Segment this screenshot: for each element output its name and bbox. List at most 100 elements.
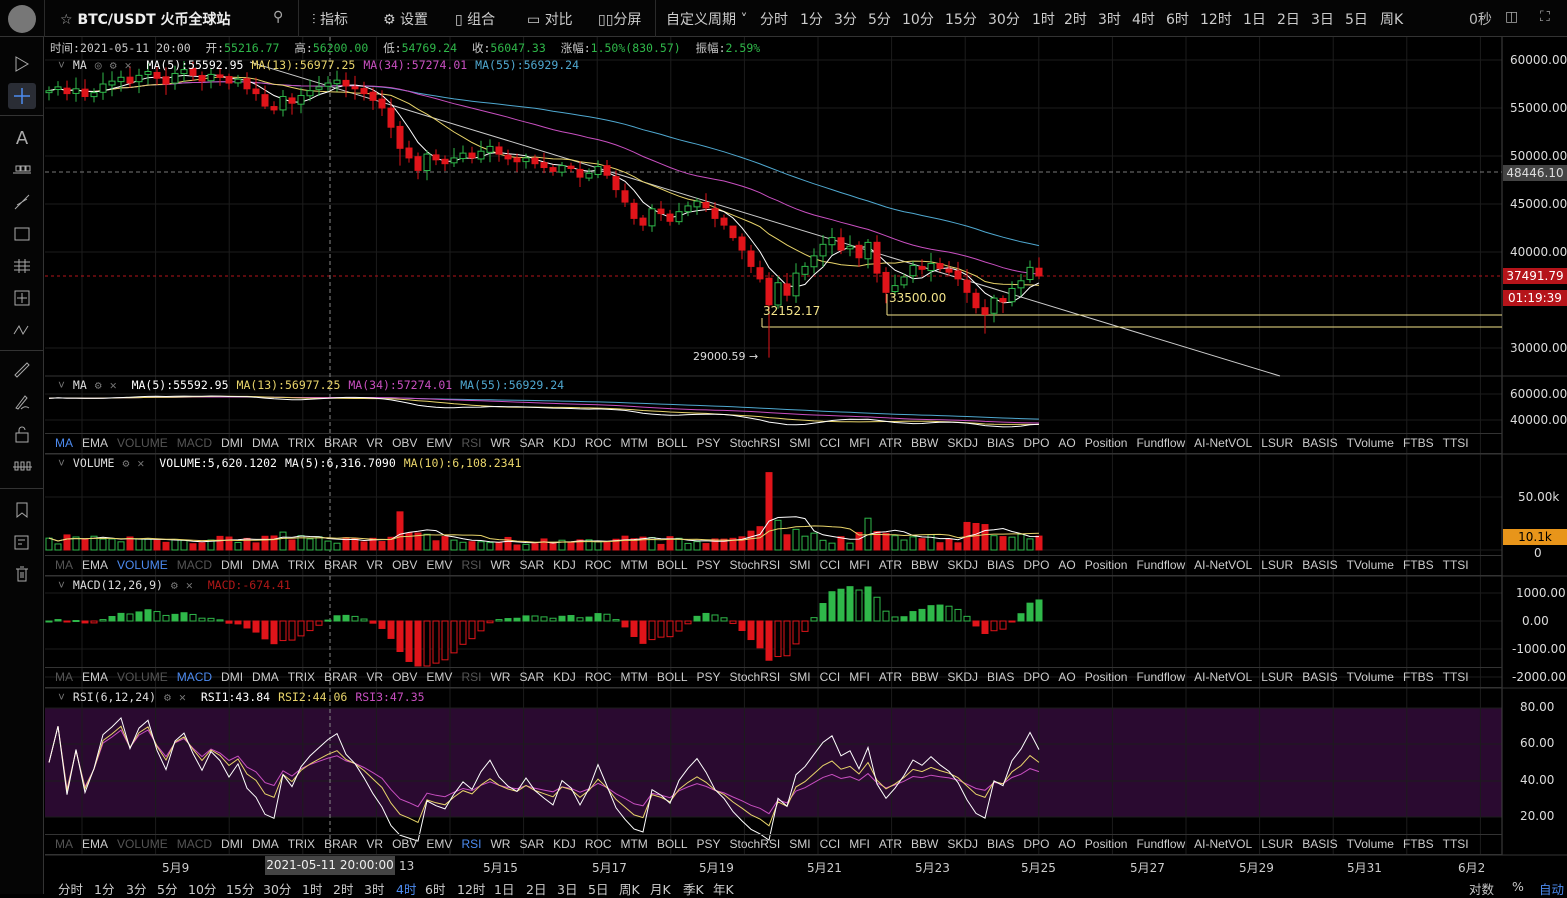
- indicator-tab-psy[interactable]: PSY: [696, 670, 721, 684]
- indicator-tab-ema[interactable]: EMA: [82, 670, 109, 684]
- indicator-tab-lsur[interactable]: LSUR: [1261, 436, 1294, 450]
- indicator-tab-bias[interactable]: BIAS: [987, 837, 1015, 851]
- indicator-tab-bias[interactable]: BIAS: [987, 558, 1015, 572]
- indicator-tab-skdj[interactable]: SKDJ: [947, 837, 979, 851]
- period-30分[interactable]: 30分: [988, 12, 1020, 28]
- indicator-tab-ai-netvol[interactable]: AI-NetVOL: [1194, 670, 1253, 684]
- indicator-tab-basis[interactable]: BASIS: [1302, 837, 1338, 851]
- bottom-period-3分[interactable]: 3分: [126, 882, 147, 897]
- indicator-tab-tvolume[interactable]: TVolume: [1346, 670, 1394, 684]
- indicator-tab-lsur[interactable]: LSUR: [1261, 670, 1294, 684]
- indicator-tab-trix[interactable]: TRIX: [287, 558, 316, 572]
- indicator-tab-dpo[interactable]: DPO: [1023, 670, 1050, 684]
- settings-icon[interactable]: ⚙: [109, 58, 117, 72]
- period-3分[interactable]: 3分: [834, 12, 857, 28]
- indicator-tab-psy[interactable]: PSY: [696, 558, 721, 572]
- indicator-tab-mtm[interactable]: MTM: [620, 837, 648, 851]
- pointer-icon[interactable]: [8, 51, 36, 77]
- period-2日[interactable]: 2日: [1277, 12, 1300, 28]
- close-icon[interactable]: ✕: [178, 690, 186, 704]
- indicator-tab-roc[interactable]: ROC: [584, 670, 612, 684]
- indicator-tab-dmi[interactable]: DMI: [221, 670, 244, 684]
- indicator-tab-mtm[interactable]: MTM: [620, 436, 648, 450]
- indicator-tab-ttsi[interactable]: TTSI: [1442, 558, 1469, 572]
- indicator-tab-lsur[interactable]: LSUR: [1261, 558, 1294, 572]
- indicator-tab-skdj[interactable]: SKDJ: [947, 670, 979, 684]
- indicator-tab-tvolume[interactable]: TVolume: [1346, 558, 1394, 572]
- bottom-period-10分[interactable]: 10分: [188, 882, 217, 897]
- indicator-tab-ma[interactable]: MA: [55, 837, 73, 851]
- combo-button[interactable]: ▯ 组合: [455, 12, 496, 28]
- indicator-tab-trix[interactable]: TRIX: [287, 436, 316, 450]
- period-12时[interactable]: 12时: [1200, 12, 1232, 28]
- indicator-tab-fundflow[interactable]: Fundflow: [1136, 558, 1186, 572]
- period-6时[interactable]: 6时: [1166, 12, 1189, 28]
- text-icon[interactable]: A: [15, 127, 29, 149]
- indicator-tab-brar[interactable]: BRAR: [324, 670, 358, 684]
- auto-scale-toggle[interactable]: 自动: [1539, 882, 1565, 897]
- bottom-period-12时[interactable]: 12时: [457, 882, 486, 897]
- indicator-tab-kdj[interactable]: KDJ: [553, 670, 576, 684]
- indicator-tab-boll[interactable]: BOLL: [656, 837, 688, 851]
- pen-icon[interactable]: [8, 389, 36, 415]
- indicator-tab-position[interactable]: Position: [1084, 436, 1128, 450]
- bottom-period-1日[interactable]: 1日: [494, 882, 515, 897]
- indicator-tab-psy[interactable]: PSY: [696, 837, 721, 851]
- indicator-tab-psy[interactable]: PSY: [696, 436, 721, 450]
- indicator-tab-rsi[interactable]: RSI: [461, 558, 482, 572]
- indicator-tab-brar[interactable]: BRAR: [324, 837, 358, 851]
- indicator-tab-basis[interactable]: BASIS: [1302, 670, 1338, 684]
- indicator-tab-macd[interactable]: MACD: [176, 436, 213, 450]
- indicator-tab-mtm[interactable]: MTM: [620, 670, 648, 684]
- custom-period-dropdown[interactable]: 自定义周期 ˅: [666, 12, 748, 28]
- bottom-period-分时[interactable]: 分时: [58, 882, 84, 897]
- rectangle-icon[interactable]: [8, 221, 36, 247]
- indicator-tab-obv[interactable]: OBV: [392, 837, 418, 851]
- indicator-tab-trix[interactable]: TRIX: [287, 670, 316, 684]
- indicator-tab-ftbs[interactable]: FTBS: [1402, 436, 1434, 450]
- indicator-tab-fundflow[interactable]: Fundflow: [1136, 436, 1186, 450]
- indicator-tab-stochrsi[interactable]: StochRSI: [729, 436, 781, 450]
- indicator-tab-sar[interactable]: SAR: [519, 670, 545, 684]
- indicator-tab-tvolume[interactable]: TVolume: [1346, 837, 1394, 851]
- camera-icon[interactable]: ◫: [1505, 9, 1519, 25]
- indicator-tab-ai-netvol[interactable]: AI-NetVOL: [1194, 436, 1253, 450]
- bottom-period-1分[interactable]: 1分: [94, 882, 115, 897]
- indicator-tab-dpo[interactable]: DPO: [1023, 837, 1050, 851]
- indicator-tab-emv[interactable]: EMV: [426, 558, 453, 572]
- close-icon[interactable]: ✕: [137, 456, 145, 470]
- indicator-tab-volume[interactable]: VOLUME: [117, 670, 168, 684]
- bottom-period-3日[interactable]: 3日: [557, 882, 578, 897]
- split-screen-button[interactable]: ▯▯分屏: [598, 12, 642, 28]
- indicator-tab-sar[interactable]: SAR: [519, 436, 545, 450]
- bottom-period-1时[interactable]: 1时: [302, 882, 323, 897]
- settings-icon[interactable]: ⚙: [164, 690, 171, 704]
- bottom-period-周K[interactable]: 周K: [619, 882, 640, 897]
- period-5日[interactable]: 5日: [1345, 12, 1368, 28]
- indicator-tab-macd[interactable]: MACD: [176, 837, 213, 851]
- indicator-tab-basis[interactable]: BASIS: [1302, 436, 1338, 450]
- ruler-icon[interactable]: [8, 357, 36, 383]
- indicators-button[interactable]: ⫶ 指标: [312, 12, 348, 28]
- indicator-tab-rsi[interactable]: RSI: [461, 837, 482, 851]
- indicator-tab-ema[interactable]: EMA: [82, 436, 109, 450]
- close-icon[interactable]: ✕: [185, 578, 193, 592]
- indicator-tab-vr[interactable]: VR: [366, 558, 384, 572]
- indicator-tab-vr[interactable]: VR: [366, 436, 384, 450]
- indicator-tab-position[interactable]: Position: [1084, 670, 1128, 684]
- indicator-tab-bbw[interactable]: BBW: [911, 558, 939, 572]
- indicator-tab-smi[interactable]: SMI: [789, 558, 811, 572]
- wave-icon[interactable]: [8, 317, 36, 343]
- indicator-tab-dmi[interactable]: DMI: [221, 837, 244, 851]
- period-4时[interactable]: 4时: [1132, 12, 1155, 28]
- bottom-period-5分[interactable]: 5分: [157, 882, 178, 897]
- indicator-tab-roc[interactable]: ROC: [584, 436, 612, 450]
- indicator-tab-ao[interactable]: AO: [1058, 436, 1076, 450]
- indicator-tab-ftbs[interactable]: FTBS: [1402, 837, 1434, 851]
- fullscreen-icon[interactable]: ⛶: [1540, 9, 1550, 25]
- indicator-tab-dma[interactable]: DMA: [252, 558, 279, 572]
- indicator-tab-bias[interactable]: BIAS: [987, 436, 1015, 450]
- indicator-tab-dmi[interactable]: DMI: [221, 436, 244, 450]
- parallel-lines-icon[interactable]: [8, 253, 36, 279]
